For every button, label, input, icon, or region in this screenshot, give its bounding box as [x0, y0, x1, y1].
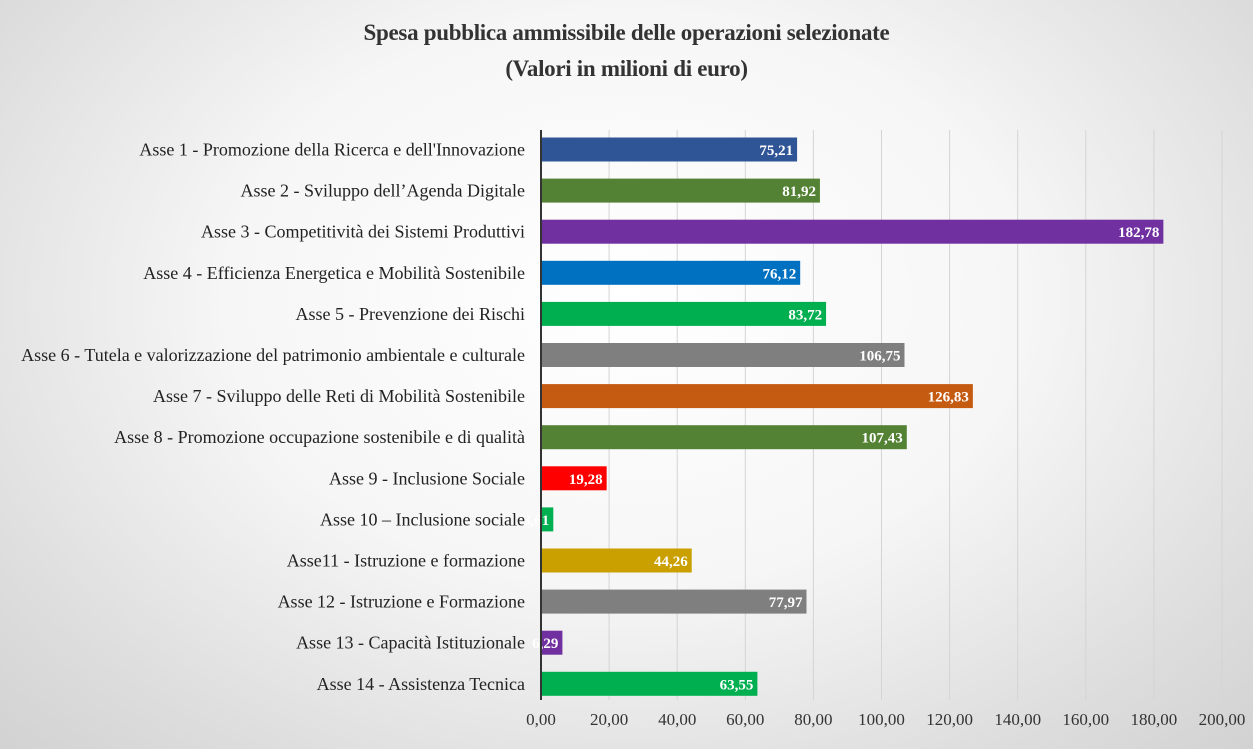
x-tick-label: 120,00: [926, 710, 973, 729]
data-label: 75,21: [759, 143, 793, 159]
category-label: Asse 9 - Inclusione Sociale: [329, 468, 525, 488]
data-label: 107,43: [862, 431, 903, 447]
bar: [541, 466, 607, 491]
chart-title: Spesa pubblica ammissibile delle operazi…: [363, 20, 890, 45]
category-label: Asse 2 - Sviluppo dell’Agenda Digitale: [241, 181, 525, 201]
data-label: 76,12: [762, 266, 796, 282]
bar: [541, 219, 1164, 244]
category-label: Asse 4 - Efficienza Energetica e Mobilit…: [143, 263, 525, 283]
bar: [541, 425, 907, 450]
bar: [541, 589, 807, 614]
bar: [541, 343, 905, 367]
x-tick-label: 160,00: [1062, 710, 1109, 729]
data-label: 6,29: [532, 636, 558, 652]
x-tick-label: 0,00: [526, 710, 556, 729]
bar: [541, 301, 827, 326]
x-tick-label: 40,00: [658, 710, 696, 729]
data-label: 3,61: [523, 513, 549, 529]
category-label: Asse 13 - Capacità Istituzionale: [296, 633, 525, 653]
category-label: Asse11 - Istruzione e formazione: [287, 551, 525, 571]
bar: [541, 671, 758, 696]
bar: [541, 630, 563, 655]
bar: [541, 178, 820, 203]
category-label: Asse 12 - Istruzione e Formazione: [278, 592, 525, 612]
category-label: Asse 10 – Inclusione sociale: [320, 509, 525, 529]
category-label: Asse 5 - Prevenzione dei Rischi: [296, 304, 525, 324]
data-label: 106,75: [859, 349, 900, 365]
x-tick-label: 80,00: [794, 710, 832, 729]
category-label: Asse 7 - Sviluppo delle Reti di Mobilità…: [153, 386, 525, 406]
bar: [541, 137, 798, 162]
data-label: 77,97: [769, 595, 803, 611]
bar: [541, 384, 973, 409]
x-tick-label: 60,00: [726, 710, 764, 729]
data-label: 81,92: [782, 184, 816, 200]
category-label: Asse 14 - Assistenza Tecnica: [317, 674, 525, 694]
data-label: 63,55: [720, 677, 754, 693]
x-tick-label: 180,00: [1131, 710, 1178, 729]
x-tick-label: 200,00: [1199, 710, 1246, 729]
data-label: 44,26: [654, 554, 688, 570]
x-tick-label: 140,00: [994, 710, 1041, 729]
category-label: Asse 3 - Competitività dei Sistemi Produ…: [201, 222, 525, 242]
data-label: 83,72: [788, 307, 822, 323]
bar: [541, 260, 801, 285]
bar: [541, 548, 692, 573]
category-label: Asse 6 - Tutela e valorizzazione del pat…: [21, 345, 525, 365]
category-label: Asse 1 - Promozione della Ricerca e dell…: [139, 140, 525, 160]
x-tick-label: 100,00: [858, 710, 905, 729]
data-label: 182,78: [1118, 225, 1159, 241]
chart-subtitle: (Valori in milioni di euro): [505, 56, 748, 81]
bar: [541, 507, 554, 532]
x-tick-label: 20,00: [590, 710, 628, 729]
data-label: 126,83: [928, 390, 969, 406]
category-label: Asse 8 - Promozione occupazione sostenib…: [114, 427, 525, 447]
data-label: 19,28: [569, 472, 603, 488]
